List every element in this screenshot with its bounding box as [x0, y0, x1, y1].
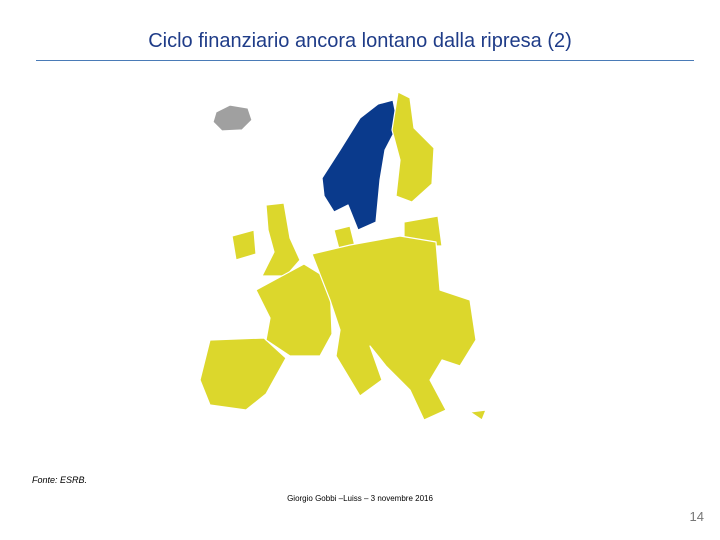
- source-note: Fonte: ESRB.: [32, 475, 88, 485]
- uk: [261, 202, 301, 277]
- finland: [391, 91, 435, 203]
- norway-sweden: [321, 99, 399, 231]
- central-europe: [311, 235, 477, 421]
- page-number: 14: [689, 509, 704, 524]
- iceland: [212, 104, 253, 132]
- france: [255, 263, 333, 357]
- iberia: [199, 337, 287, 411]
- footer-author: Giorgio Gobbi –Luiss – 3 novembre 2016: [287, 494, 433, 503]
- ireland: [231, 229, 257, 261]
- title-rule: [36, 60, 694, 61]
- slide-title: Ciclo finanziario ancora lontano dalla r…: [148, 30, 572, 52]
- cyprus: [469, 409, 487, 421]
